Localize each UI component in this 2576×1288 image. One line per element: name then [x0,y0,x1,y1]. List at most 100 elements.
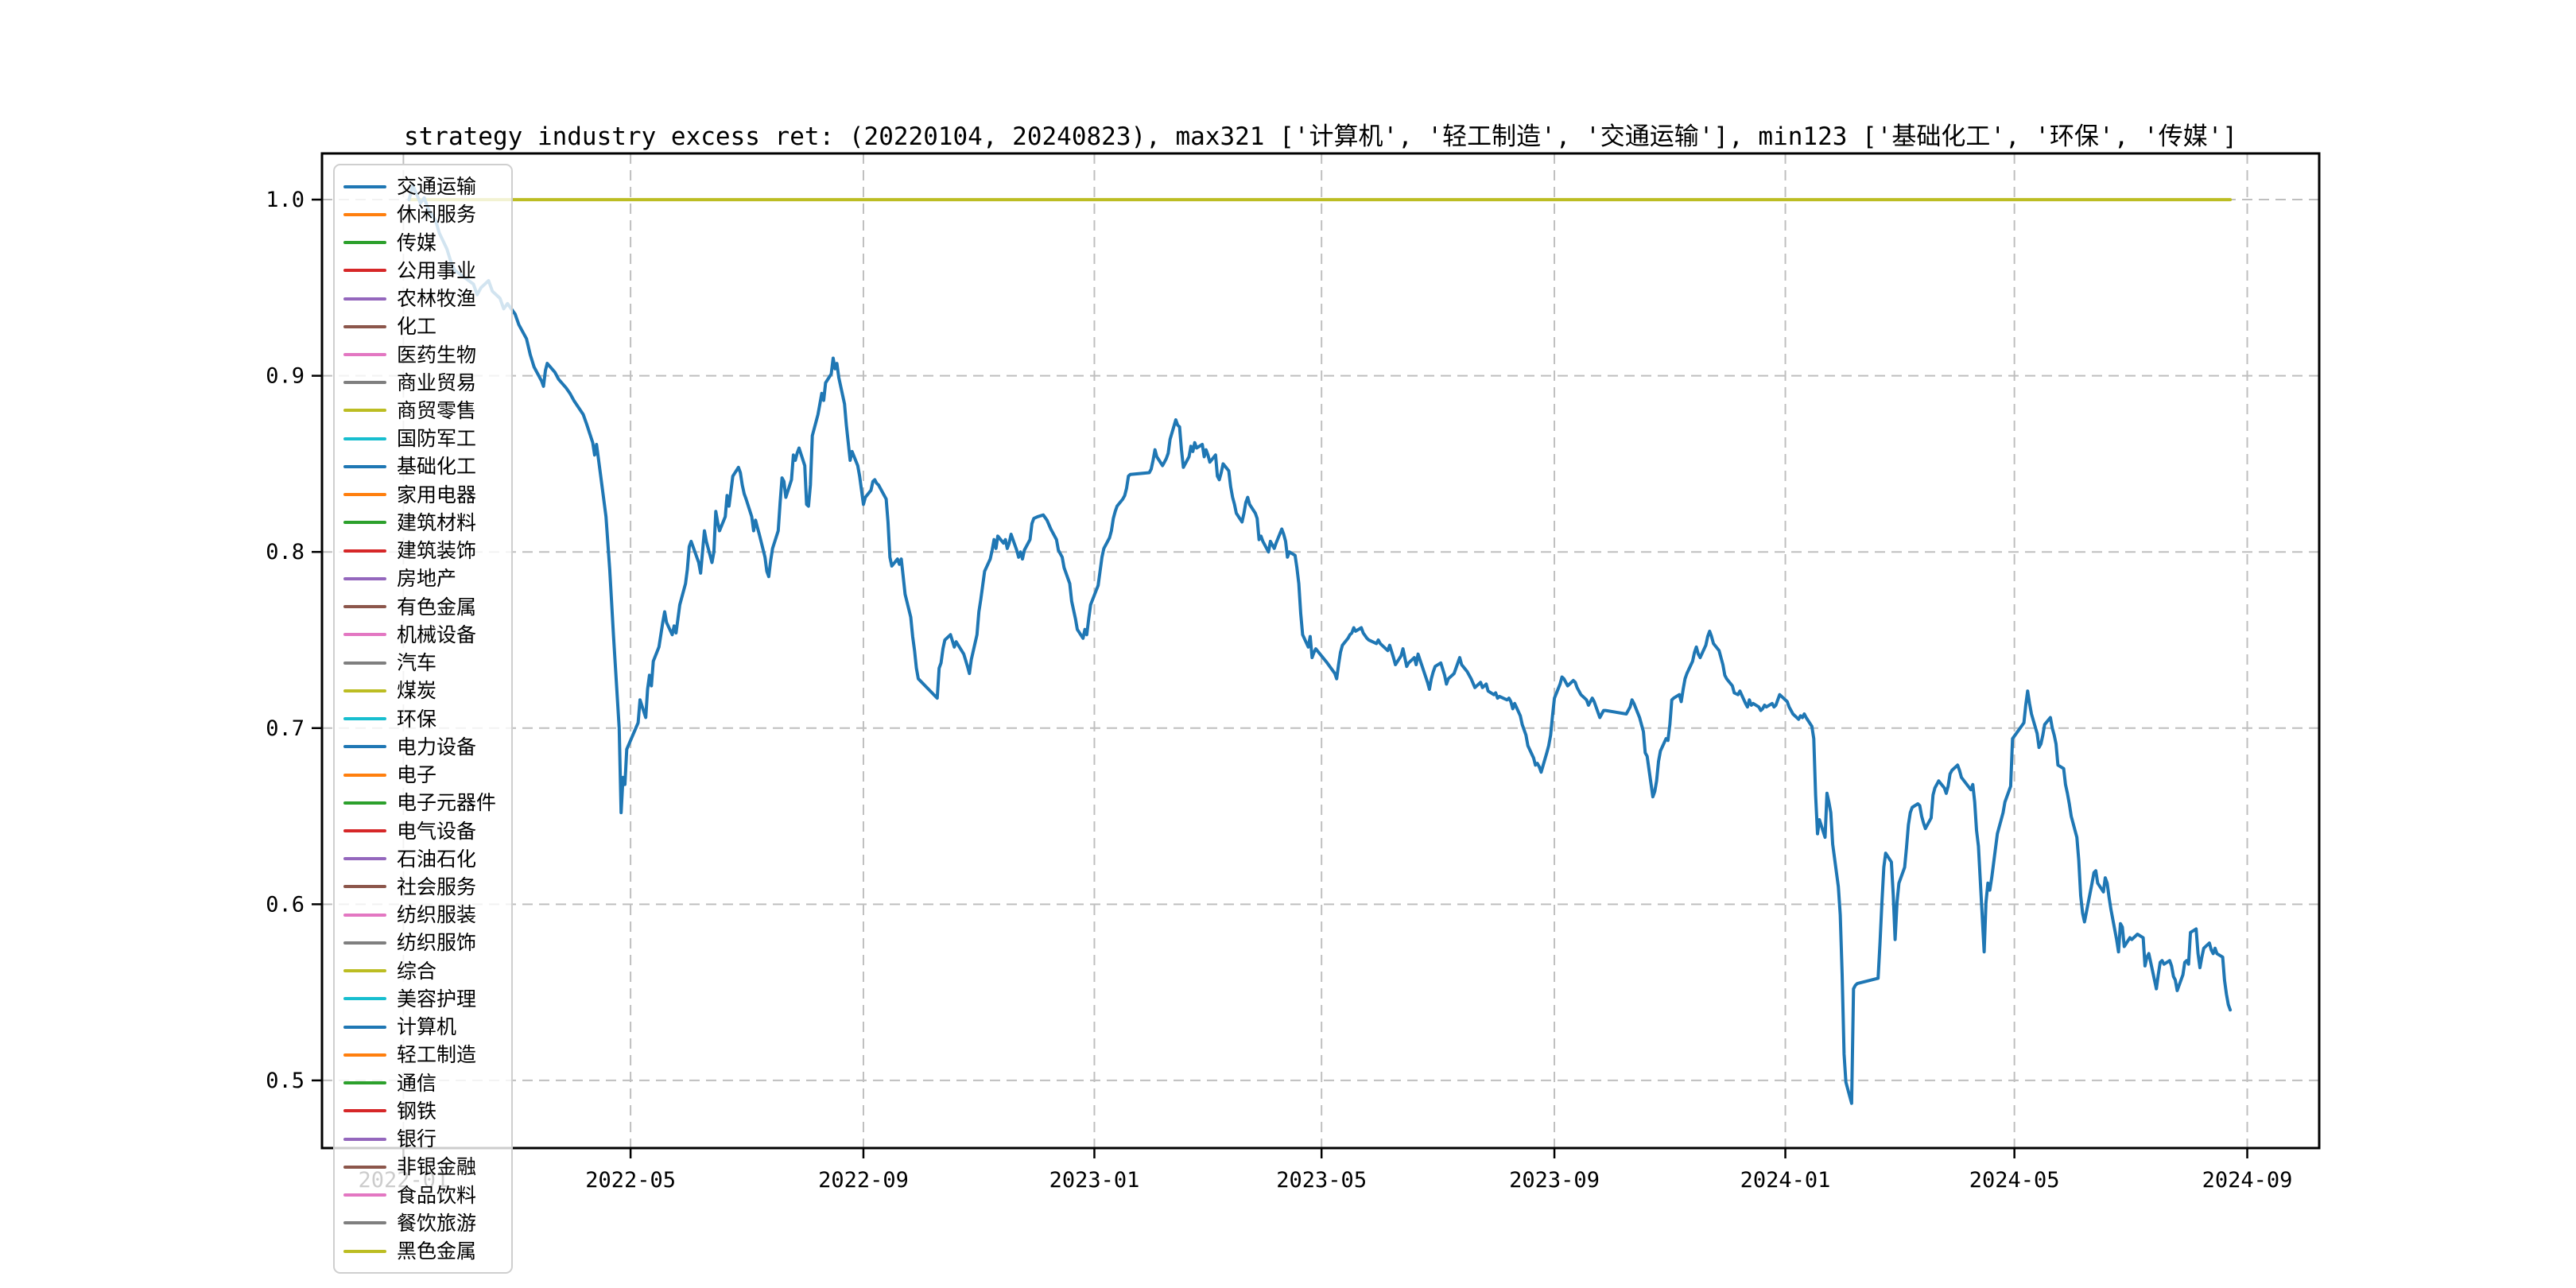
legend-item-label: 建筑装饰 [397,539,477,563]
y-axis-tick-label: 0.7 [266,716,305,741]
legend-item-label: 农林牧渔 [397,287,477,311]
legend-item: 食品饮料 [341,1181,506,1208]
legend-swatch [343,829,386,832]
legend-item: 美容护理 [341,985,506,1013]
x-axis-tick-label: 2023-09 [1509,1168,1600,1193]
legend-swatch [343,1137,386,1141]
legend-swatch [343,1025,386,1029]
legend-swatch [343,605,386,609]
legend-item-label: 化工 [397,315,437,339]
legend-swatch [343,184,386,188]
legend-swatch [343,549,386,553]
legend-item: 国防军工 [341,425,506,452]
x-axis-tick-label: 2023-01 [1049,1168,1140,1193]
x-axis-tick-label: 2022-09 [818,1168,909,1193]
legend-item-label: 轻工制造 [397,1043,477,1067]
legend-swatch [343,717,386,721]
x-axis-tick-label: 2023-05 [1276,1168,1367,1193]
legend-swatch [343,324,386,328]
legend-item: 休闲服务 [341,200,506,228]
legend-item: 医药生物 [341,340,506,368]
legend-item-label: 基础化工 [397,455,477,479]
legend-item-label: 机械设备 [397,623,477,646]
legend-item: 建筑材料 [341,509,506,537]
figure-title: strategy industry excess ret: (20220104,… [403,122,2238,151]
legend-item-label: 纺织服饰 [397,931,477,955]
legend-item-label: 休闲服务 [397,203,477,227]
legend-item: 纺织服饰 [341,929,506,956]
legend-item-label: 房地产 [397,567,457,591]
legend-swatch [343,1193,386,1197]
x-axis-tick-label: 2024-01 [1740,1168,1831,1193]
legend-item: 电气设备 [341,817,506,844]
legend-item-label: 餐饮旅游 [397,1211,477,1235]
legend-item-label: 家用电器 [397,483,477,506]
legend-swatch [343,1109,386,1113]
legend-swatch [343,1081,386,1085]
x-axis-tick-label: 2022-05 [585,1168,676,1193]
legend-swatch [343,436,386,440]
legend-item: 建筑装饰 [341,537,506,564]
x-axis-tick-label: 2024-05 [1969,1168,2060,1193]
legend-item-label: 黑色金属 [397,1240,477,1263]
legend-swatch [343,212,386,216]
legend-swatch [343,353,386,357]
legend-swatch [343,521,386,525]
legend-item: 家用电器 [341,481,506,509]
legend-item: 化工 [341,312,506,340]
legend-item: 房地产 [341,564,506,592]
legend-swatch [343,801,386,805]
legend-item: 纺织服装 [341,901,506,929]
legend-swatch [343,745,386,749]
legend-swatch [343,689,386,692]
legend-swatch [343,969,386,973]
legend-item-label: 环保 [397,707,437,731]
legend-item: 机械设备 [341,621,506,649]
y-axis-tick-label: 0.6 [266,892,305,917]
legend-item-label: 公用事业 [397,258,477,282]
legend-swatch [343,493,386,497]
legend-swatch [343,941,386,945]
legend-swatch [343,773,386,777]
legend-swatch [343,913,386,917]
legend-item: 社会服务 [341,873,506,901]
legend-swatch [343,409,386,413]
legend-item-label: 交通运输 [397,175,477,199]
legend-item: 汽车 [341,649,506,677]
legend-item: 电子 [341,761,506,789]
legend-item: 通信 [341,1069,506,1097]
legend-item: 煤炭 [341,677,506,704]
legend-swatch [343,269,386,273]
legend-item-label: 建筑材料 [397,510,477,534]
y-axis-tick-label: 1.0 [266,188,305,212]
legend-item: 基础化工 [341,452,506,480]
legend-swatch [343,997,386,1001]
legend-item: 非银金融 [341,1153,506,1181]
legend-item-label: 医药生物 [397,343,477,367]
legend-swatch [343,464,386,468]
legend-item-label: 纺织服装 [397,903,477,927]
legend-item-label: 有色金属 [397,595,477,619]
legend-item: 交通运输 [341,173,506,200]
legend-swatch [343,576,386,580]
legend-swatch [343,857,386,861]
legend-item-label: 食品饮料 [397,1183,477,1207]
legend-item-label: 煤炭 [397,679,437,703]
legend-item: 农林牧渔 [341,285,506,312]
legend-item: 有色金属 [341,593,506,621]
legend-item: 电子元器件 [341,789,506,817]
legend-swatch [343,1165,386,1169]
legend-item-label: 电子 [397,763,437,787]
legend-swatch [343,885,386,889]
legend-item: 钢铁 [341,1097,506,1125]
legend-item-label: 汽车 [397,651,437,675]
legend-swatch [343,241,386,245]
legend-item: 传媒 [341,228,506,256]
axes-spines [320,152,2321,1150]
legend-swatch [343,381,386,385]
y-axis-tick-label: 0.5 [266,1069,305,1093]
legend-item: 公用事业 [341,257,506,285]
legend-swatch [343,1249,386,1253]
legend-item: 电力设备 [341,733,506,761]
legend-item-label: 非银金融 [397,1155,477,1179]
